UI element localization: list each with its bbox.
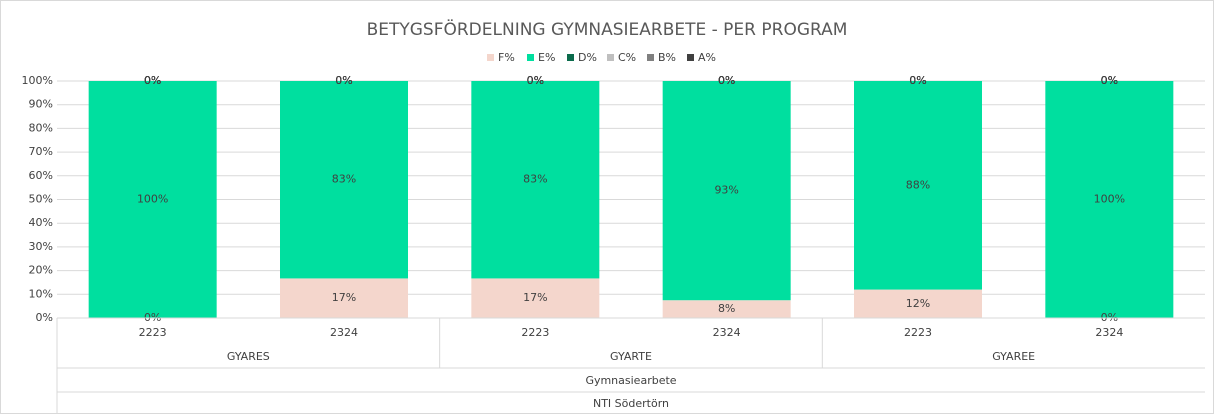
data-label: 0% (909, 74, 926, 87)
y-tick-label: 0% (36, 311, 53, 324)
x-tick-label: 2324 (330, 326, 358, 339)
data-label: 0% (527, 74, 544, 87)
data-label: 0% (909, 74, 926, 87)
data-label: 0% (527, 74, 544, 87)
bar-segment (662, 300, 791, 318)
data-label: 0% (335, 74, 352, 87)
data-label: 0% (144, 74, 161, 87)
legend-swatch (607, 54, 614, 61)
legend-label: B% (658, 51, 676, 64)
data-label: 93% (714, 184, 738, 197)
data-label: 0% (909, 74, 926, 87)
data-label: 0% (144, 74, 161, 87)
y-tick-label: 100% (22, 74, 53, 87)
data-label: 0% (718, 74, 735, 87)
data-label: 17% (523, 291, 547, 304)
y-tick-label: 60% (29, 169, 53, 182)
data-label: 0% (335, 74, 352, 87)
chart-title: BETYGSFÖRDELNING GYMNASIEARBETE - PER PR… (367, 18, 848, 40)
category-group-label: GYAREE (992, 350, 1035, 363)
legend-swatch (567, 54, 574, 61)
x-tick-label: 2324 (1095, 326, 1123, 339)
data-label: 0% (527, 74, 544, 87)
data-label: 100% (137, 193, 168, 206)
category-group-label: NTI Södertörn (593, 397, 669, 410)
legend-swatch (487, 54, 494, 61)
data-label: 0% (718, 74, 735, 87)
x-tick-label: 2223 (904, 326, 932, 339)
bar-segment (88, 81, 217, 318)
legend-label: A% (698, 51, 716, 64)
y-tick-label: 10% (29, 287, 53, 300)
legend-label: E% (538, 51, 555, 64)
y-tick-label: 80% (29, 121, 53, 134)
legend-swatch (647, 54, 654, 61)
bar-segment (280, 278, 408, 318)
legend-label: F% (498, 51, 515, 64)
category-group-label: GYARES (227, 350, 270, 363)
data-label: 12% (906, 297, 930, 310)
bar-segment (1045, 81, 1174, 318)
legend-label: D% (578, 51, 597, 64)
data-label: 0% (144, 74, 161, 87)
data-label: 0% (1101, 74, 1118, 87)
x-tick-label: 2223 (139, 326, 167, 339)
data-label: 0% (1101, 74, 1118, 87)
data-label: 8% (718, 302, 735, 315)
bar-segment (471, 278, 600, 318)
x-tick-label: 2223 (521, 326, 549, 339)
data-label: 83% (332, 173, 356, 186)
bar-segment (854, 81, 982, 290)
data-label: 0% (1101, 74, 1118, 87)
bar-segment (280, 81, 408, 279)
data-label: 0% (144, 74, 161, 87)
y-tick-label: 30% (29, 240, 53, 253)
data-label: 0% (335, 74, 352, 87)
data-label: 0% (1101, 74, 1118, 87)
y-tick-label: 40% (29, 216, 53, 229)
bar-segment (854, 289, 982, 318)
data-label: 0% (718, 74, 735, 87)
legend-swatch (687, 54, 694, 61)
data-label: 83% (523, 173, 547, 186)
data-label: 0% (527, 74, 544, 87)
y-tick-label: 20% (29, 264, 53, 277)
data-label: 0% (335, 74, 352, 87)
category-group-label: GYARTE (610, 350, 652, 363)
bar-segment (662, 81, 791, 301)
data-label: 0% (909, 74, 926, 87)
y-tick-label: 70% (29, 145, 53, 158)
y-tick-label: 50% (29, 193, 53, 206)
data-label: 88% (906, 178, 930, 191)
legend-swatch (527, 54, 534, 61)
bar-segment (471, 81, 600, 279)
legend-label: C% (618, 51, 636, 64)
y-tick-label: 90% (29, 98, 53, 111)
data-label: 100% (1094, 193, 1125, 206)
x-tick-label: 2324 (713, 326, 741, 339)
category-group-label: Gymnasiearbete (585, 374, 676, 387)
data-label: 17% (332, 291, 356, 304)
data-label: 0% (718, 74, 735, 87)
